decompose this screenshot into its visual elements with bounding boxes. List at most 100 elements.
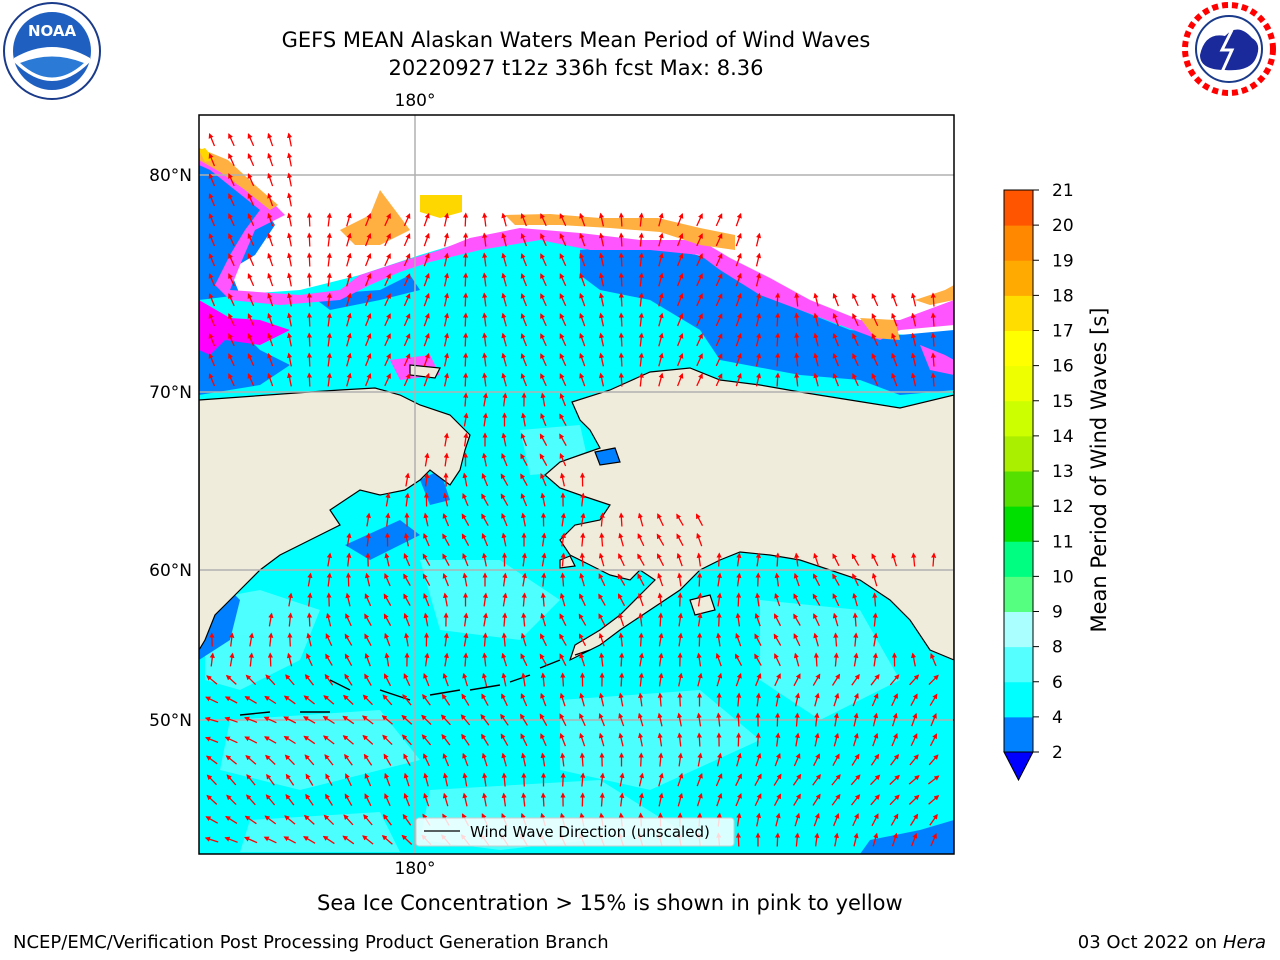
wind-arrow [346,252,352,267]
wind-arrow [833,712,839,727]
wind-arrow [462,472,468,487]
wind-arrow [754,773,762,787]
wind-arrow [852,612,858,627]
wind-arrow [539,653,548,666]
wind-arrow [540,752,546,767]
wind-arrow [520,653,528,667]
wind-arrow [540,733,547,747]
wind-arrow [696,772,703,787]
wind-arrow [598,212,605,227]
wind-arrow [638,652,644,667]
wind-arrow [540,293,547,307]
wind-arrow [364,652,371,667]
wind-arrow [871,553,879,567]
wind-arrow [229,652,235,667]
wind-arrow [658,252,664,267]
wind-arrow [735,332,742,347]
wind-arrow [812,793,821,806]
wind-arrow [853,652,859,667]
wind-arrow [482,412,488,427]
wind-arrow [657,592,663,607]
wind-arrow [852,293,859,307]
wind-arrow [832,593,840,607]
wind-arrow [658,672,664,687]
colorbar-segment [1004,611,1033,648]
wind-arrow [361,715,374,725]
wind-arrow [930,292,936,307]
wind-arrow [910,352,917,367]
wind-arrow [794,372,800,387]
wind-arrow [891,372,898,387]
wind-arrow [384,652,390,667]
wind-arrow [931,552,937,567]
wind-arrow [462,772,468,787]
wind-arrow [501,232,507,247]
wind-arrow [697,752,703,767]
wind-arrow [735,612,741,627]
wind-arrow [403,673,411,687]
wind-arrow [541,572,547,587]
wind-arrow [559,472,566,487]
wind-arrow [540,692,547,707]
wind-arrow [870,673,880,686]
wind-arrow [225,755,238,765]
wind-arrow [910,693,918,707]
wind-arrow [403,753,411,767]
wind-arrow [346,212,352,227]
wind-arrow [482,612,488,627]
wind-arrow [384,793,391,807]
colorbar-segment [1004,260,1033,296]
wind-arrow [658,272,664,287]
wind-arrow [520,353,528,367]
noaa-logo: NOAA [3,2,101,100]
wind-arrow [247,153,255,167]
wind-arrow [676,552,683,567]
wind-arrow [638,212,644,227]
colorbar-tick-label: 16 [1052,357,1074,377]
wind-arrow [326,212,332,227]
wind-arrow [265,794,276,806]
wind-arrow [599,652,605,667]
wind-arrow [677,732,683,747]
wind-arrow [928,754,939,766]
wind-arrow [500,493,509,507]
wind-arrow [443,272,450,287]
wind-arrow [286,192,293,207]
wind-arrow [754,612,761,627]
wind-arrow [247,293,255,307]
wind-arrow [364,213,372,227]
wind-arrow [598,573,606,587]
wind-arrow [794,692,801,707]
wind-arrow [754,673,762,687]
wind-arrow [677,752,683,767]
wind-arrow [283,836,297,844]
wind-arrow [618,612,625,627]
wind-arrow [443,592,449,607]
wind-arrow [208,173,216,187]
sea-ice-note: Sea Ice Concentration > 15% is shown in … [317,891,903,915]
wind-arrow [637,573,645,587]
wind-arrow [520,273,528,287]
wind-arrow [403,792,411,807]
wind-arrow [267,212,274,227]
wind-arrow [872,612,878,627]
wind-arrow [696,552,702,567]
wind-arrow [831,774,841,786]
wind-arrow [306,312,312,327]
wind-arrow [618,232,624,247]
wind-arrow [853,832,859,847]
wind-arrow [773,613,782,627]
wind-arrow [345,613,352,627]
wind-arrow [794,712,800,727]
wind-arrow [463,292,469,307]
wind-arrow [224,716,238,723]
wind-arrow [208,373,216,387]
wind-arrow [598,252,605,267]
wind-arrow [911,712,918,727]
wind-arrow [658,332,664,347]
wind-arrow [715,652,722,667]
wind-arrow [540,633,547,647]
wind-arrow [734,653,743,667]
wind-arrow [422,693,431,706]
wind-arrow [502,392,508,407]
